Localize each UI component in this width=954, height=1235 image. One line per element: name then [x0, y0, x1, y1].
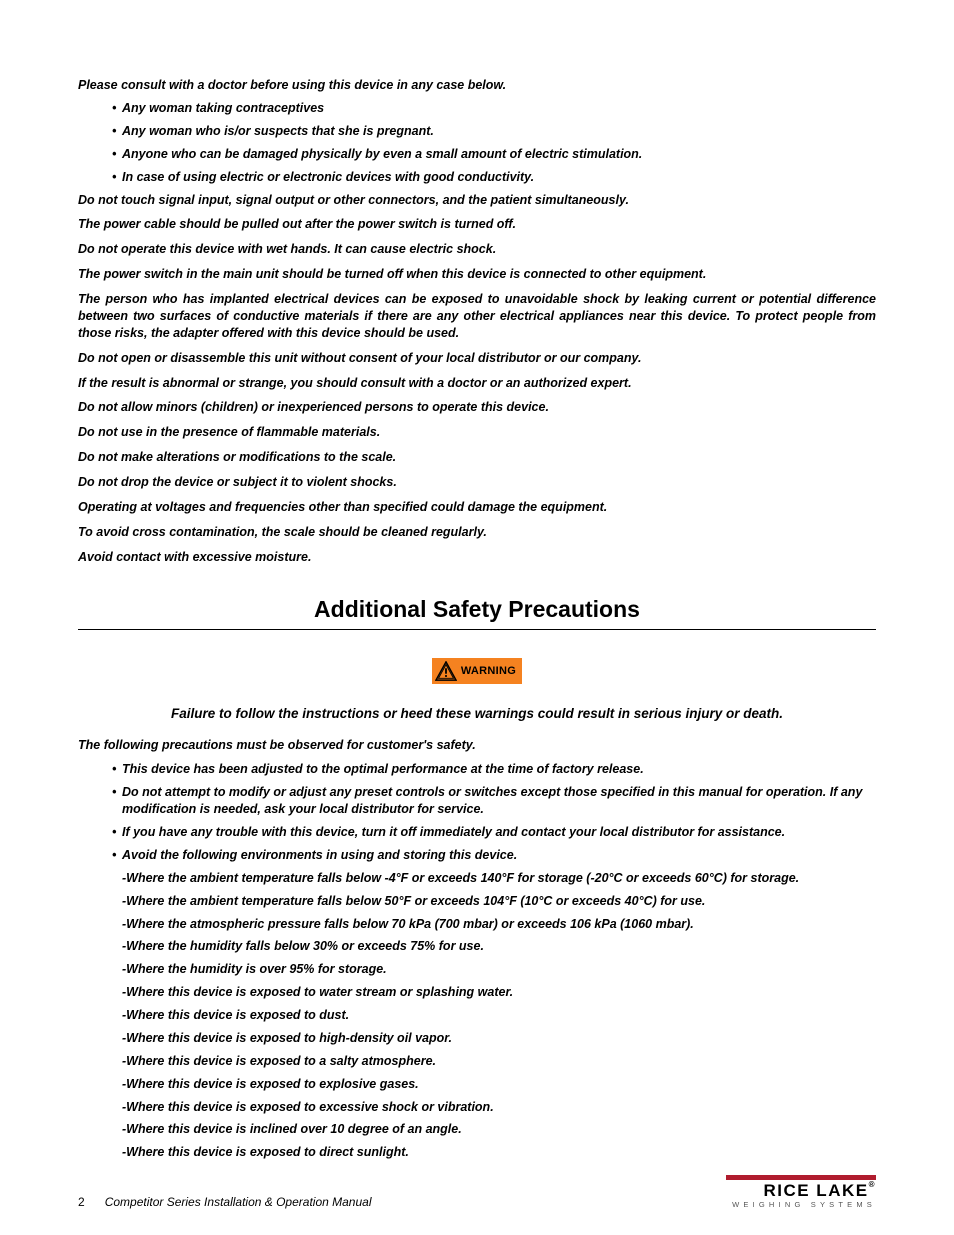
body-paragraph: The person who has implanted electrical … [78, 291, 876, 342]
list-item: -Where the humidity is over 95% for stor… [122, 961, 876, 978]
body-paragraph: Do not use in the presence of flammable … [78, 424, 876, 441]
list-item: Do not attempt to modify or adjust any p… [112, 784, 876, 818]
body-paragraph: The power switch in the main unit should… [78, 266, 876, 283]
list-item: -Where the ambient temperature falls bel… [122, 893, 876, 910]
list-item: -Where this device is exposed to water s… [122, 984, 876, 1001]
list-item: Avoid the following environments in usin… [112, 847, 876, 864]
page-number: 2 [78, 1195, 85, 1209]
list-item: If you have any trouble with this device… [112, 824, 876, 841]
body-paragraph: To avoid cross contamination, the scale … [78, 524, 876, 541]
list-item: -Where this device is exposed to a salty… [122, 1053, 876, 1070]
warning-statement: Failure to follow the instructions or he… [78, 706, 876, 721]
body-paragraph: Do not open or disassemble this unit wit… [78, 350, 876, 367]
list-item: In case of using electric or electronic … [112, 169, 876, 186]
warning-box: WARNING [432, 658, 522, 684]
precautions-intro: The following precautions must be observ… [78, 737, 876, 754]
body-paragraph: Do not make alterations or modifications… [78, 449, 876, 466]
body-paragraph: Do not drop the device or subject it to … [78, 474, 876, 491]
body-paragraph: Do not allow minors (children) or inexpe… [78, 399, 876, 416]
body-paragraph: The power cable should be pulled out aft… [78, 216, 876, 233]
body-paragraph: Do not touch signal input, signal output… [78, 192, 876, 209]
warning-badge: WARNING [78, 658, 876, 684]
body-paragraph: Avoid contact with excessive moisture. [78, 549, 876, 566]
body-paragraph: If the result is abnormal or strange, yo… [78, 375, 876, 392]
list-item: -Where the ambient temperature falls bel… [122, 870, 876, 887]
manual-title: Competitor Series Installation & Operati… [105, 1195, 372, 1209]
list-item: -Where this device is exposed to explosi… [122, 1076, 876, 1093]
logo-name: RICE LAKE® [726, 1182, 876, 1199]
rice-lake-logo: RICE LAKE® WEIGHING SYSTEMS [726, 1175, 876, 1209]
page-footer: 2 Competitor Series Installation & Opera… [78, 1175, 876, 1209]
logo-subtitle: WEIGHING SYSTEMS [726, 1200, 876, 1209]
warning-label: WARNING [461, 665, 516, 677]
warning-triangle-icon [435, 661, 457, 681]
list-item: -Where this device is exposed to dust. [122, 1007, 876, 1024]
intro-text: Please consult with a doctor before usin… [78, 78, 876, 92]
dash-list: -Where the ambient temperature falls bel… [78, 870, 876, 1161]
body-paragraph: Do not operate this device with wet hand… [78, 241, 876, 258]
body-paragraph: Operating at voltages and frequencies ot… [78, 499, 876, 516]
list-item: -Where the atmospheric pressure falls be… [122, 916, 876, 933]
list-item: -Where this device is exposed to high-de… [122, 1030, 876, 1047]
list-item: -Where the humidity falls below 30% or e… [122, 938, 876, 955]
list-item: Any woman who is/or suspects that she is… [112, 123, 876, 140]
list-item: -Where this device is exposed to excessi… [122, 1099, 876, 1116]
list-item: -Where this device is exposed to direct … [122, 1144, 876, 1161]
list-item: Anyone who can be damaged physically by … [112, 146, 876, 163]
top-bullet-list: Any woman taking contraceptives Any woma… [78, 100, 876, 186]
list-item: Any woman taking contraceptives [112, 100, 876, 117]
list-item: This device has been adjusted to the opt… [112, 761, 876, 778]
logo-name-text: RICE LAKE [763, 1181, 868, 1200]
footer-left: 2 Competitor Series Installation & Opera… [78, 1195, 372, 1209]
registered-mark: ® [869, 1180, 876, 1189]
logo-bar [726, 1175, 876, 1180]
section-heading: Additional Safety Precautions [78, 596, 876, 630]
list-item: -Where this device is inclined over 10 d… [122, 1121, 876, 1138]
precaution-bullet-list: This device has been adjusted to the opt… [78, 761, 876, 863]
